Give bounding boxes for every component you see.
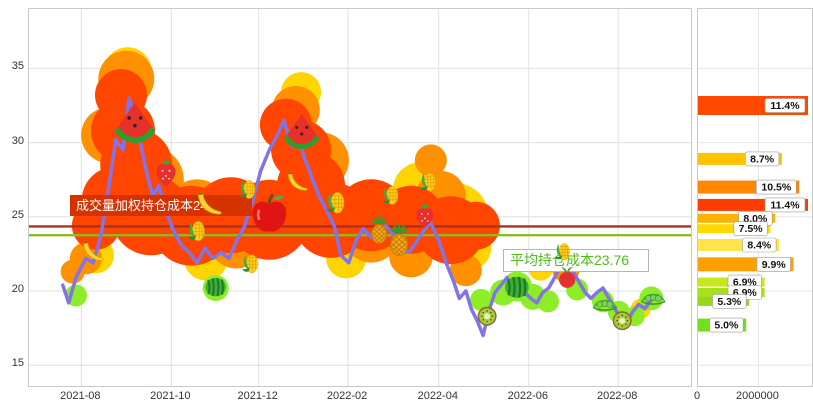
x-axis-tick: 2022-06	[507, 390, 548, 402]
dist-bar-value-pill	[709, 317, 744, 333]
x-axis-tick: 2022-08	[596, 390, 638, 402]
dist-bar-value-pill	[712, 294, 747, 309]
volume-blob	[202, 275, 229, 301]
x-axis-tick: 2021-08	[60, 390, 101, 402]
dist-bar-value-pill	[756, 257, 791, 272]
dist-bar-value: 9.9%	[762, 259, 787, 271]
vwap-cost-label: 成交量加权持仓成本24	[69, 194, 252, 216]
dist-bar-value: 8.7%	[750, 153, 775, 165]
dist-bar-value: 10.5%	[761, 182, 791, 194]
chip-distribution-panel[interactable]: 11.4% 8.7% 10.5% 11.4% 8.0% 7.5% 8.4% 9.9% 6.9% 6…	[697, 8, 813, 387]
dist-bar-value-pill	[764, 197, 806, 213]
y-axis-tick: 20	[11, 283, 24, 295]
dist-bar-value-pill	[742, 237, 777, 253]
y-axis-tick: 35	[11, 60, 24, 73]
volume-blob	[60, 259, 85, 284]
dist-bar-value: 11.4%	[770, 100, 800, 112]
y-axis-tick: 25	[11, 208, 24, 221]
dist-bar-value: 8.4%	[747, 240, 772, 252]
dist-bar-value: 11.4%	[770, 199, 800, 211]
dist-bar-value-pill	[733, 221, 768, 236]
x-axis-tick: 2022-04	[417, 390, 458, 402]
volume-blob	[414, 144, 447, 177]
dist-bar-value-pill	[764, 98, 806, 113]
dist-bar-value: 5.0%	[714, 320, 739, 332]
distribution-canvas: 11.4%8.7%10.5%11.4%8.0%7.5%8.4%9.9%6.9%6…	[698, 9, 812, 386]
y-axis-tick: 30	[11, 134, 24, 147]
dist-bar-value: 7.5%	[739, 223, 764, 235]
dist-bar-value: 5.3%	[717, 296, 742, 308]
dist-bar-value-pill	[744, 151, 780, 167]
x-axis-tick: 2021-12	[237, 390, 278, 402]
x-axis-tick: 2022-02	[326, 390, 368, 402]
dist-bar	[698, 213, 776, 223]
y-axis-tick: 15	[11, 357, 24, 370]
dist-x-axis-tick: 2000000	[735, 390, 779, 402]
volume-blob	[470, 288, 493, 311]
avg-cost-label: 平均持仓成本23.76	[502, 249, 649, 273]
x-axis-tick: 2021-10	[150, 390, 191, 402]
dist-bar-value-pill	[755, 179, 797, 195]
dist-x-axis-tick: 0	[693, 390, 701, 402]
